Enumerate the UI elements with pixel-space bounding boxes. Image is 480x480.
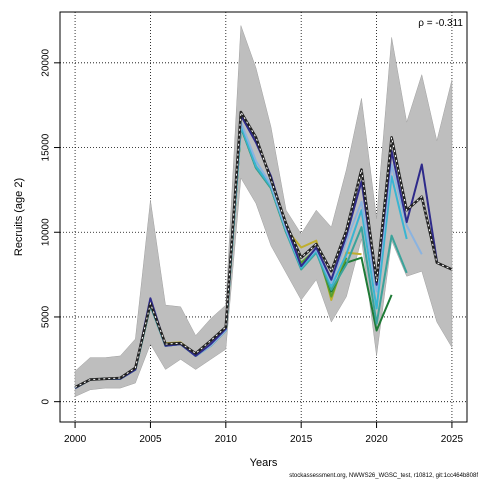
y-axis: 0 5000 10000 15000 20000 xyxy=(41,48,61,404)
x-tick-label-2000: 2000 xyxy=(64,434,87,445)
y-tick-label-10000: 10000 xyxy=(41,218,52,246)
y-tick-label-15000: 15000 xyxy=(41,133,52,161)
x-tick-label-2015: 2015 xyxy=(290,434,313,445)
confidence-band xyxy=(74,25,453,397)
y-tick-label-20000: 20000 xyxy=(41,48,52,76)
y-tick-label-0: 0 xyxy=(41,398,52,404)
retro-series-line-7 xyxy=(74,114,438,389)
confidence-band-layer xyxy=(74,25,453,397)
x-axis-label: Years xyxy=(250,457,278,469)
series-layer xyxy=(74,110,453,389)
x-tick-label-2025: 2025 xyxy=(441,434,464,445)
y-axis-label: Recruits (age 2) xyxy=(13,178,25,256)
base-series-dash-overlay xyxy=(74,110,453,388)
y-tick-label-5000: 5000 xyxy=(41,305,52,328)
footer-credit: stockassessment.org, NWWS26_WGSC_test, r… xyxy=(289,473,478,479)
x-tick-label-2005: 2005 xyxy=(139,434,162,445)
rho-annotation: ρ = -0.311 xyxy=(418,18,463,29)
x-axis: 2000 2005 2010 2015 2020 2025 xyxy=(64,421,464,445)
x-tick-label-2020: 2020 xyxy=(365,434,388,445)
x-tick-label-2010: 2010 xyxy=(215,434,238,445)
